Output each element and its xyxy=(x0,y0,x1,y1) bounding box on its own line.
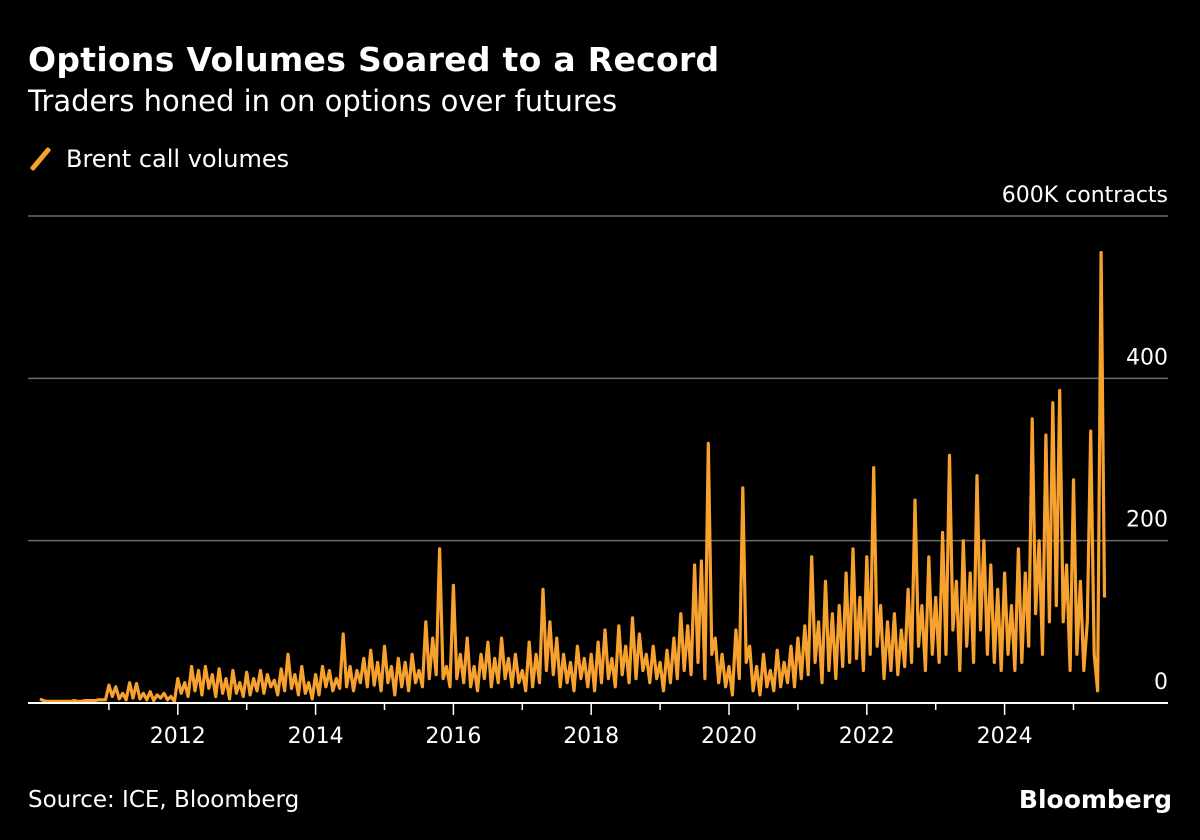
x-tick-label: 2024 xyxy=(977,724,1033,749)
series-line-brent-call-volumes xyxy=(39,250,1107,704)
x-tick-label: 2016 xyxy=(425,724,481,749)
x-tick-label: 2022 xyxy=(839,724,895,749)
source-note: Source: ICE, Bloomberg xyxy=(28,787,300,813)
x-tick-label: 2018 xyxy=(563,724,619,749)
x-tick-label: 2014 xyxy=(288,724,344,749)
chart-title: Options Volumes Soared to a Record xyxy=(28,40,720,79)
y-tick-label: 400 xyxy=(1126,345,1168,370)
chart-subtitle: Traders honed in on options over futures xyxy=(28,84,618,118)
x-tick-label: 2012 xyxy=(150,724,206,749)
legend-label: Brent call volumes xyxy=(66,145,290,173)
y-tick-label: 200 xyxy=(1126,508,1168,533)
bloomberg-logo: Bloomberg xyxy=(1018,785,1172,814)
y-tick-label: 600K contracts xyxy=(1002,183,1168,208)
x-tick-label: 2020 xyxy=(701,724,757,749)
legend: Brent call volumes xyxy=(28,145,289,173)
y-tick-label: 0 xyxy=(1154,670,1168,695)
